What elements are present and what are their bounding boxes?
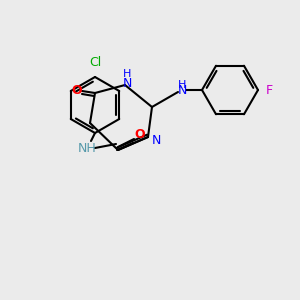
Text: N: N [152, 134, 161, 148]
Text: O: O [135, 128, 145, 142]
Text: NH: NH [78, 142, 96, 154]
Text: H: H [123, 69, 131, 79]
Text: F: F [266, 83, 273, 97]
Text: N: N [177, 83, 187, 97]
Text: H: H [178, 80, 186, 90]
Text: N: N [122, 77, 132, 90]
Text: O: O [72, 83, 82, 97]
Text: Cl: Cl [89, 56, 101, 69]
